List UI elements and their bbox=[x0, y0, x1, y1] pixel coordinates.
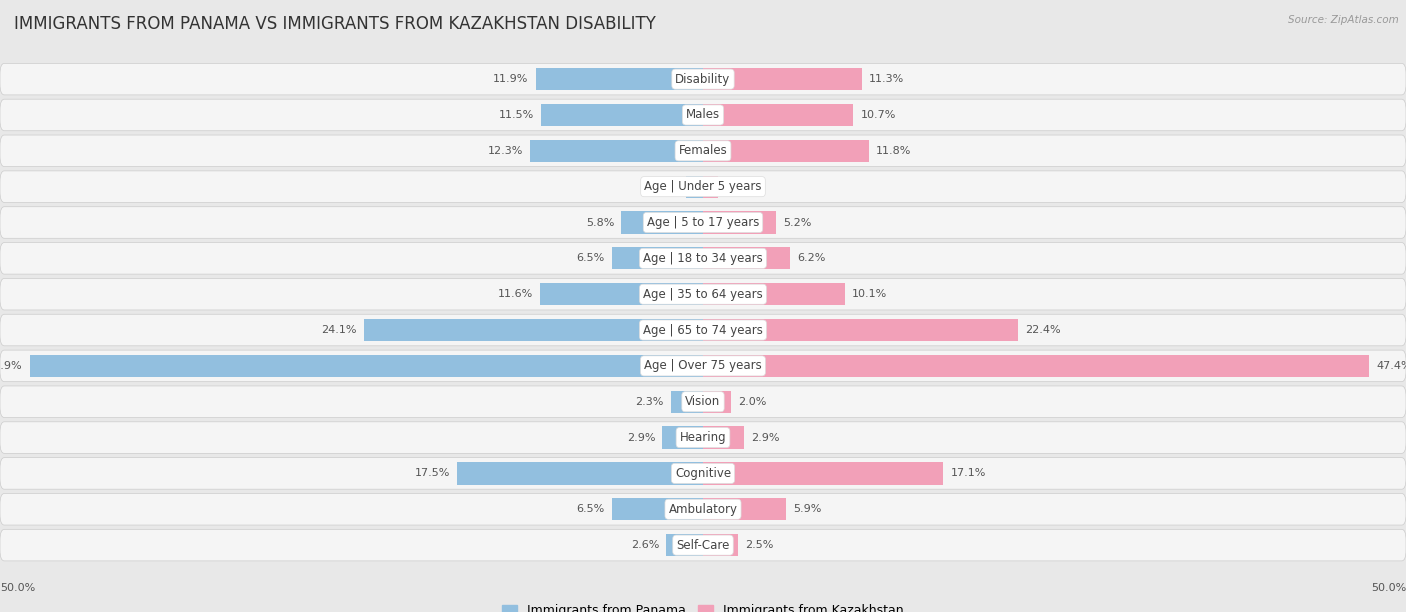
FancyBboxPatch shape bbox=[0, 171, 1406, 203]
FancyBboxPatch shape bbox=[0, 135, 1406, 166]
Text: 5.8%: 5.8% bbox=[586, 217, 614, 228]
Bar bbox=[662, 427, 703, 449]
Bar bbox=[703, 390, 731, 413]
Bar bbox=[612, 498, 703, 520]
Text: 5.9%: 5.9% bbox=[793, 504, 821, 514]
Text: Hearing: Hearing bbox=[679, 431, 727, 444]
Bar bbox=[457, 462, 703, 485]
Bar bbox=[530, 140, 703, 162]
Bar bbox=[621, 211, 703, 234]
FancyBboxPatch shape bbox=[0, 422, 1406, 453]
Bar bbox=[703, 211, 776, 234]
Bar bbox=[703, 319, 1018, 341]
Bar bbox=[536, 68, 703, 90]
Text: 1.2%: 1.2% bbox=[651, 182, 679, 192]
Text: 50.0%: 50.0% bbox=[1371, 583, 1406, 592]
FancyBboxPatch shape bbox=[0, 64, 1406, 95]
Text: 11.8%: 11.8% bbox=[876, 146, 911, 156]
Bar bbox=[703, 534, 738, 556]
Text: Disability: Disability bbox=[675, 73, 731, 86]
Bar bbox=[703, 68, 862, 90]
Text: 2.3%: 2.3% bbox=[636, 397, 664, 407]
Bar bbox=[703, 176, 718, 198]
Text: 6.5%: 6.5% bbox=[576, 504, 605, 514]
Text: Age | Under 5 years: Age | Under 5 years bbox=[644, 180, 762, 193]
Text: 2.6%: 2.6% bbox=[631, 540, 659, 550]
Bar bbox=[703, 283, 845, 305]
Text: Age | 35 to 64 years: Age | 35 to 64 years bbox=[643, 288, 763, 300]
FancyBboxPatch shape bbox=[0, 99, 1406, 131]
Text: 11.9%: 11.9% bbox=[494, 74, 529, 84]
Text: 1.1%: 1.1% bbox=[725, 182, 754, 192]
Text: 6.2%: 6.2% bbox=[797, 253, 825, 263]
FancyBboxPatch shape bbox=[0, 207, 1406, 238]
Text: 17.5%: 17.5% bbox=[415, 468, 450, 479]
Text: Age | 18 to 34 years: Age | 18 to 34 years bbox=[643, 252, 763, 265]
Bar bbox=[703, 427, 744, 449]
Legend: Immigrants from Panama, Immigrants from Kazakhstan: Immigrants from Panama, Immigrants from … bbox=[496, 599, 910, 612]
Text: Age | 5 to 17 years: Age | 5 to 17 years bbox=[647, 216, 759, 229]
Bar bbox=[703, 355, 1369, 377]
FancyBboxPatch shape bbox=[0, 242, 1406, 274]
Text: 10.1%: 10.1% bbox=[852, 289, 887, 299]
Bar bbox=[686, 176, 703, 198]
FancyBboxPatch shape bbox=[0, 493, 1406, 525]
Text: 12.3%: 12.3% bbox=[488, 146, 523, 156]
Text: Cognitive: Cognitive bbox=[675, 467, 731, 480]
Text: 11.5%: 11.5% bbox=[499, 110, 534, 120]
Bar bbox=[541, 104, 703, 126]
FancyBboxPatch shape bbox=[0, 350, 1406, 382]
Text: 10.7%: 10.7% bbox=[860, 110, 896, 120]
Text: 5.2%: 5.2% bbox=[783, 217, 811, 228]
Bar bbox=[703, 247, 790, 269]
Text: Ambulatory: Ambulatory bbox=[668, 503, 738, 516]
Text: 2.9%: 2.9% bbox=[627, 433, 655, 442]
FancyBboxPatch shape bbox=[0, 458, 1406, 489]
Text: 2.9%: 2.9% bbox=[751, 433, 779, 442]
Text: 2.0%: 2.0% bbox=[738, 397, 766, 407]
Text: Source: ZipAtlas.com: Source: ZipAtlas.com bbox=[1288, 15, 1399, 25]
Bar bbox=[364, 319, 703, 341]
Bar bbox=[703, 462, 943, 485]
Text: Females: Females bbox=[679, 144, 727, 157]
Text: 24.1%: 24.1% bbox=[322, 325, 357, 335]
Text: 47.9%: 47.9% bbox=[0, 361, 22, 371]
Bar bbox=[540, 283, 703, 305]
FancyBboxPatch shape bbox=[0, 529, 1406, 561]
Text: Self-Care: Self-Care bbox=[676, 539, 730, 551]
Bar bbox=[30, 355, 703, 377]
Text: 11.6%: 11.6% bbox=[498, 289, 533, 299]
Text: IMMIGRANTS FROM PANAMA VS IMMIGRANTS FROM KAZAKHSTAN DISABILITY: IMMIGRANTS FROM PANAMA VS IMMIGRANTS FRO… bbox=[14, 15, 657, 33]
FancyBboxPatch shape bbox=[0, 315, 1406, 346]
Text: 11.3%: 11.3% bbox=[869, 74, 904, 84]
Text: Males: Males bbox=[686, 108, 720, 121]
Bar bbox=[612, 247, 703, 269]
Text: 50.0%: 50.0% bbox=[0, 583, 35, 592]
Bar bbox=[703, 104, 853, 126]
Bar bbox=[703, 498, 786, 520]
Bar bbox=[666, 534, 703, 556]
FancyBboxPatch shape bbox=[0, 278, 1406, 310]
Text: 47.4%: 47.4% bbox=[1376, 361, 1406, 371]
Text: 2.5%: 2.5% bbox=[745, 540, 773, 550]
Text: 22.4%: 22.4% bbox=[1025, 325, 1060, 335]
FancyBboxPatch shape bbox=[0, 386, 1406, 417]
Bar bbox=[671, 390, 703, 413]
Text: 6.5%: 6.5% bbox=[576, 253, 605, 263]
Text: Age | 65 to 74 years: Age | 65 to 74 years bbox=[643, 324, 763, 337]
Bar bbox=[703, 140, 869, 162]
Text: Vision: Vision bbox=[685, 395, 721, 408]
Text: Age | Over 75 years: Age | Over 75 years bbox=[644, 359, 762, 372]
Text: 17.1%: 17.1% bbox=[950, 468, 986, 479]
